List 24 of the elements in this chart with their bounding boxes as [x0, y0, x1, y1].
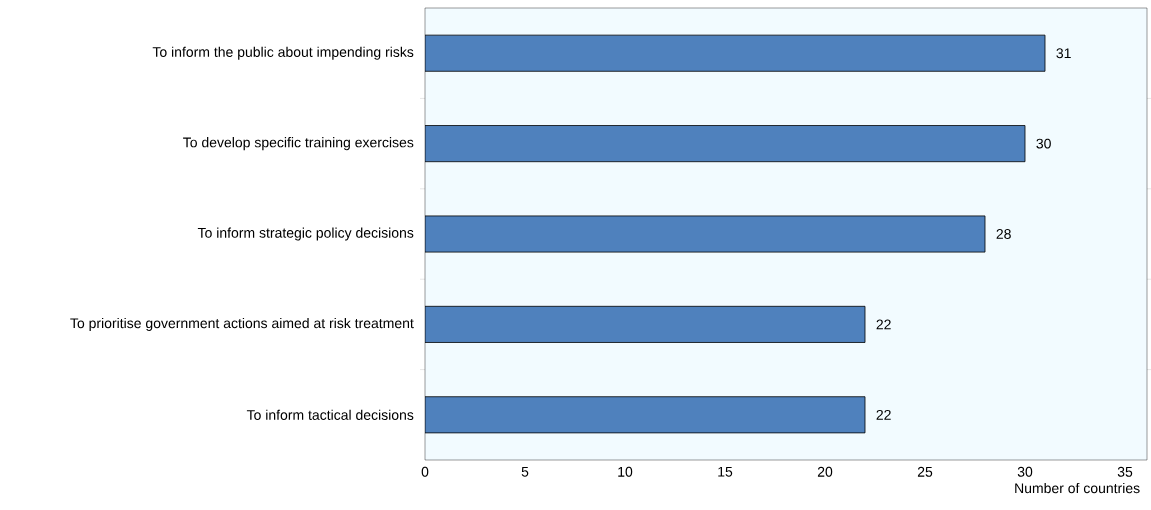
data-label: 28 [996, 229, 1011, 239]
y-tick-label: To develop specific training exercises [183, 137, 414, 151]
x-tick-label: 20 [817, 466, 833, 477]
bar [425, 396, 866, 434]
x-tick-label: 0 [421, 466, 429, 477]
bar [425, 34, 1046, 72]
data-label: 30 [1036, 138, 1051, 149]
x-tick-label: 5 [521, 466, 529, 477]
x-tick-label: 25 [917, 466, 933, 477]
x-tick-label: 10 [618, 466, 633, 477]
data-label: 31 [1056, 48, 1071, 59]
y-tick-label: To inform strategic policy decisions [197, 227, 414, 241]
bar [425, 125, 1026, 163]
data-label: 22 [876, 409, 891, 420]
x-tick-label: 35 [1117, 466, 1133, 477]
data-label: 22 [876, 319, 891, 330]
y-tick-label: To prioritise government actions aimed at risk treatment [70, 317, 414, 331]
x-axis-title: Number of countries [1015, 482, 1140, 494]
y-tick-label: To inform tactical decisions [246, 409, 414, 420]
y-tick-label: To inform the public about impending risks [152, 46, 414, 60]
x-tick-label: 15 [718, 466, 733, 477]
x-tick-label: 30 [1017, 466, 1033, 477]
bar [425, 215, 986, 253]
bar [425, 305, 866, 343]
